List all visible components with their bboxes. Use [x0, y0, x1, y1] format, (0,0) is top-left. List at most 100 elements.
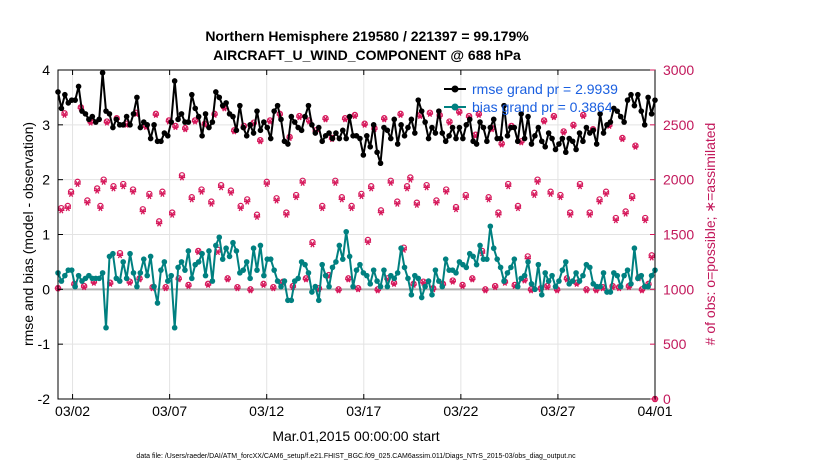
obs-assimilated-marker — [557, 194, 564, 201]
y-tick-label-left: -1 — [38, 336, 51, 352]
rmse-series-point — [370, 122, 377, 128]
rmse-series-point — [267, 135, 274, 142]
obs-assimilated-marker — [475, 111, 483, 119]
obs-assimilated-marker — [534, 178, 541, 185]
obs-assimilated-stroke — [94, 187, 100, 194]
obs-assimilated-stroke — [554, 287, 560, 294]
rmse-series-point — [164, 133, 171, 139]
bias-series-point — [315, 297, 322, 304]
obs-assimilated-stroke — [215, 248, 221, 256]
bias-series-point — [381, 267, 387, 273]
obs-assimilated-stroke — [333, 179, 338, 187]
bias-series-point — [240, 267, 247, 273]
x-tick-label: 03/22 — [443, 403, 478, 419]
rmse-series-point — [367, 143, 374, 150]
rmse-series-point — [134, 94, 140, 101]
bias-series-point — [151, 283, 157, 290]
rmse-series-point — [521, 135, 528, 142]
rmse-series-point — [463, 122, 470, 128]
bias-series-point — [226, 253, 233, 260]
rmse-series-point — [147, 135, 154, 142]
bias-series-point — [580, 272, 586, 279]
rmse-series-point — [250, 130, 257, 136]
bias-series-point — [309, 289, 315, 295]
obs-assimilated-marker — [302, 276, 310, 283]
obs-assimilated-marker — [188, 196, 195, 203]
rmse-series-point — [326, 130, 332, 136]
obs-assimilated-stroke — [649, 254, 654, 261]
rmse-series-point — [288, 113, 295, 120]
rmse-series-point — [82, 111, 89, 117]
bias-series-point — [436, 278, 442, 284]
obs-possible-marker — [195, 247, 202, 255]
rmse-series-point — [261, 119, 267, 125]
obs-assimilated-stroke — [205, 281, 211, 289]
obs-assimilated-stroke — [264, 180, 269, 188]
obs-assimilated-stroke — [342, 116, 348, 123]
obs-assimilated-marker — [540, 118, 548, 125]
rmse-series-point — [247, 122, 253, 128]
bias-series-point — [243, 259, 250, 265]
obs-assimilated-marker — [443, 188, 450, 195]
bias-series-point — [140, 256, 147, 262]
bias-series-point — [477, 242, 483, 249]
rmse-series-point — [559, 135, 566, 142]
obs-assimilated-stroke — [457, 109, 462, 116]
y-tick-label-right: 1000 — [663, 281, 694, 297]
obs-assimilated-marker — [619, 135, 626, 143]
obs-assimilated-stroke — [512, 282, 517, 290]
obs-assimilated-marker — [403, 185, 411, 192]
obs-assimilated-marker — [397, 111, 404, 119]
bias-series-point — [549, 272, 555, 279]
rmse-series-point — [449, 124, 456, 131]
obs-assimilated-stroke — [104, 119, 110, 126]
rmse-series-point — [377, 160, 384, 167]
x-ticks: 03/02 03/07 03/12 03/17 03/22 03/27 04/01 — [55, 70, 673, 419]
rmse-series-point — [305, 102, 312, 109]
obs-assimilated-marker — [332, 179, 339, 187]
bias-series-point — [254, 267, 260, 273]
bias-series-point — [597, 283, 603, 290]
obs-assimilated-marker — [364, 239, 372, 246]
bias-series-point — [576, 278, 583, 284]
rmse-series-point — [388, 135, 394, 142]
obs-assimilated-marker — [270, 285, 277, 292]
obs-assimilated-stroke — [515, 205, 521, 212]
obs-possible-marker — [491, 282, 499, 290]
bias-series-point — [473, 261, 480, 268]
bias-series-point — [185, 248, 192, 254]
rmse-series-point — [360, 152, 367, 158]
bias-series-point — [398, 245, 404, 252]
bias-series-point — [158, 267, 164, 273]
rmse-series-point — [309, 122, 315, 128]
obs-assimilated-marker — [182, 126, 189, 133]
obs-assimilated-marker — [67, 190, 75, 198]
obs-assimilated-stroke — [245, 198, 250, 205]
obs-assimilated-stroke — [450, 278, 455, 285]
obs-assimilated-marker — [309, 241, 316, 248]
obs-assimilated-marker — [413, 201, 421, 208]
rmse-series-point — [291, 119, 298, 125]
obs-assimilated-stroke — [548, 190, 553, 198]
chart-title-line2: AIRCRAFT_U_WIND_COMPONENT @ 688 hPa — [213, 47, 521, 63]
rmse-series-point — [302, 113, 308, 120]
obs-assimilated-marker — [100, 178, 107, 185]
obs-possible-marker — [361, 120, 368, 127]
bias-series-point — [394, 270, 401, 276]
obs-assimilated-marker — [544, 284, 551, 291]
obs-assimilated-marker — [456, 109, 463, 116]
obs-assimilated-stroke — [284, 211, 289, 218]
x-tick-label: 03/27 — [540, 403, 575, 419]
obs-assimilated-marker — [491, 284, 499, 291]
rmse-series-point — [199, 133, 205, 139]
obs-assimilated-stroke — [398, 111, 403, 119]
bias-series-point — [329, 264, 336, 271]
bias-series-point — [628, 281, 634, 287]
obs-assimilated-stroke — [189, 196, 194, 203]
rmse-series-point — [130, 111, 137, 117]
bias-series-point — [353, 267, 360, 273]
bias-series-point — [178, 259, 185, 265]
bias-series-point — [261, 272, 267, 279]
bias-series-point — [312, 283, 319, 290]
obs-assimilated-stroke — [238, 205, 243, 212]
